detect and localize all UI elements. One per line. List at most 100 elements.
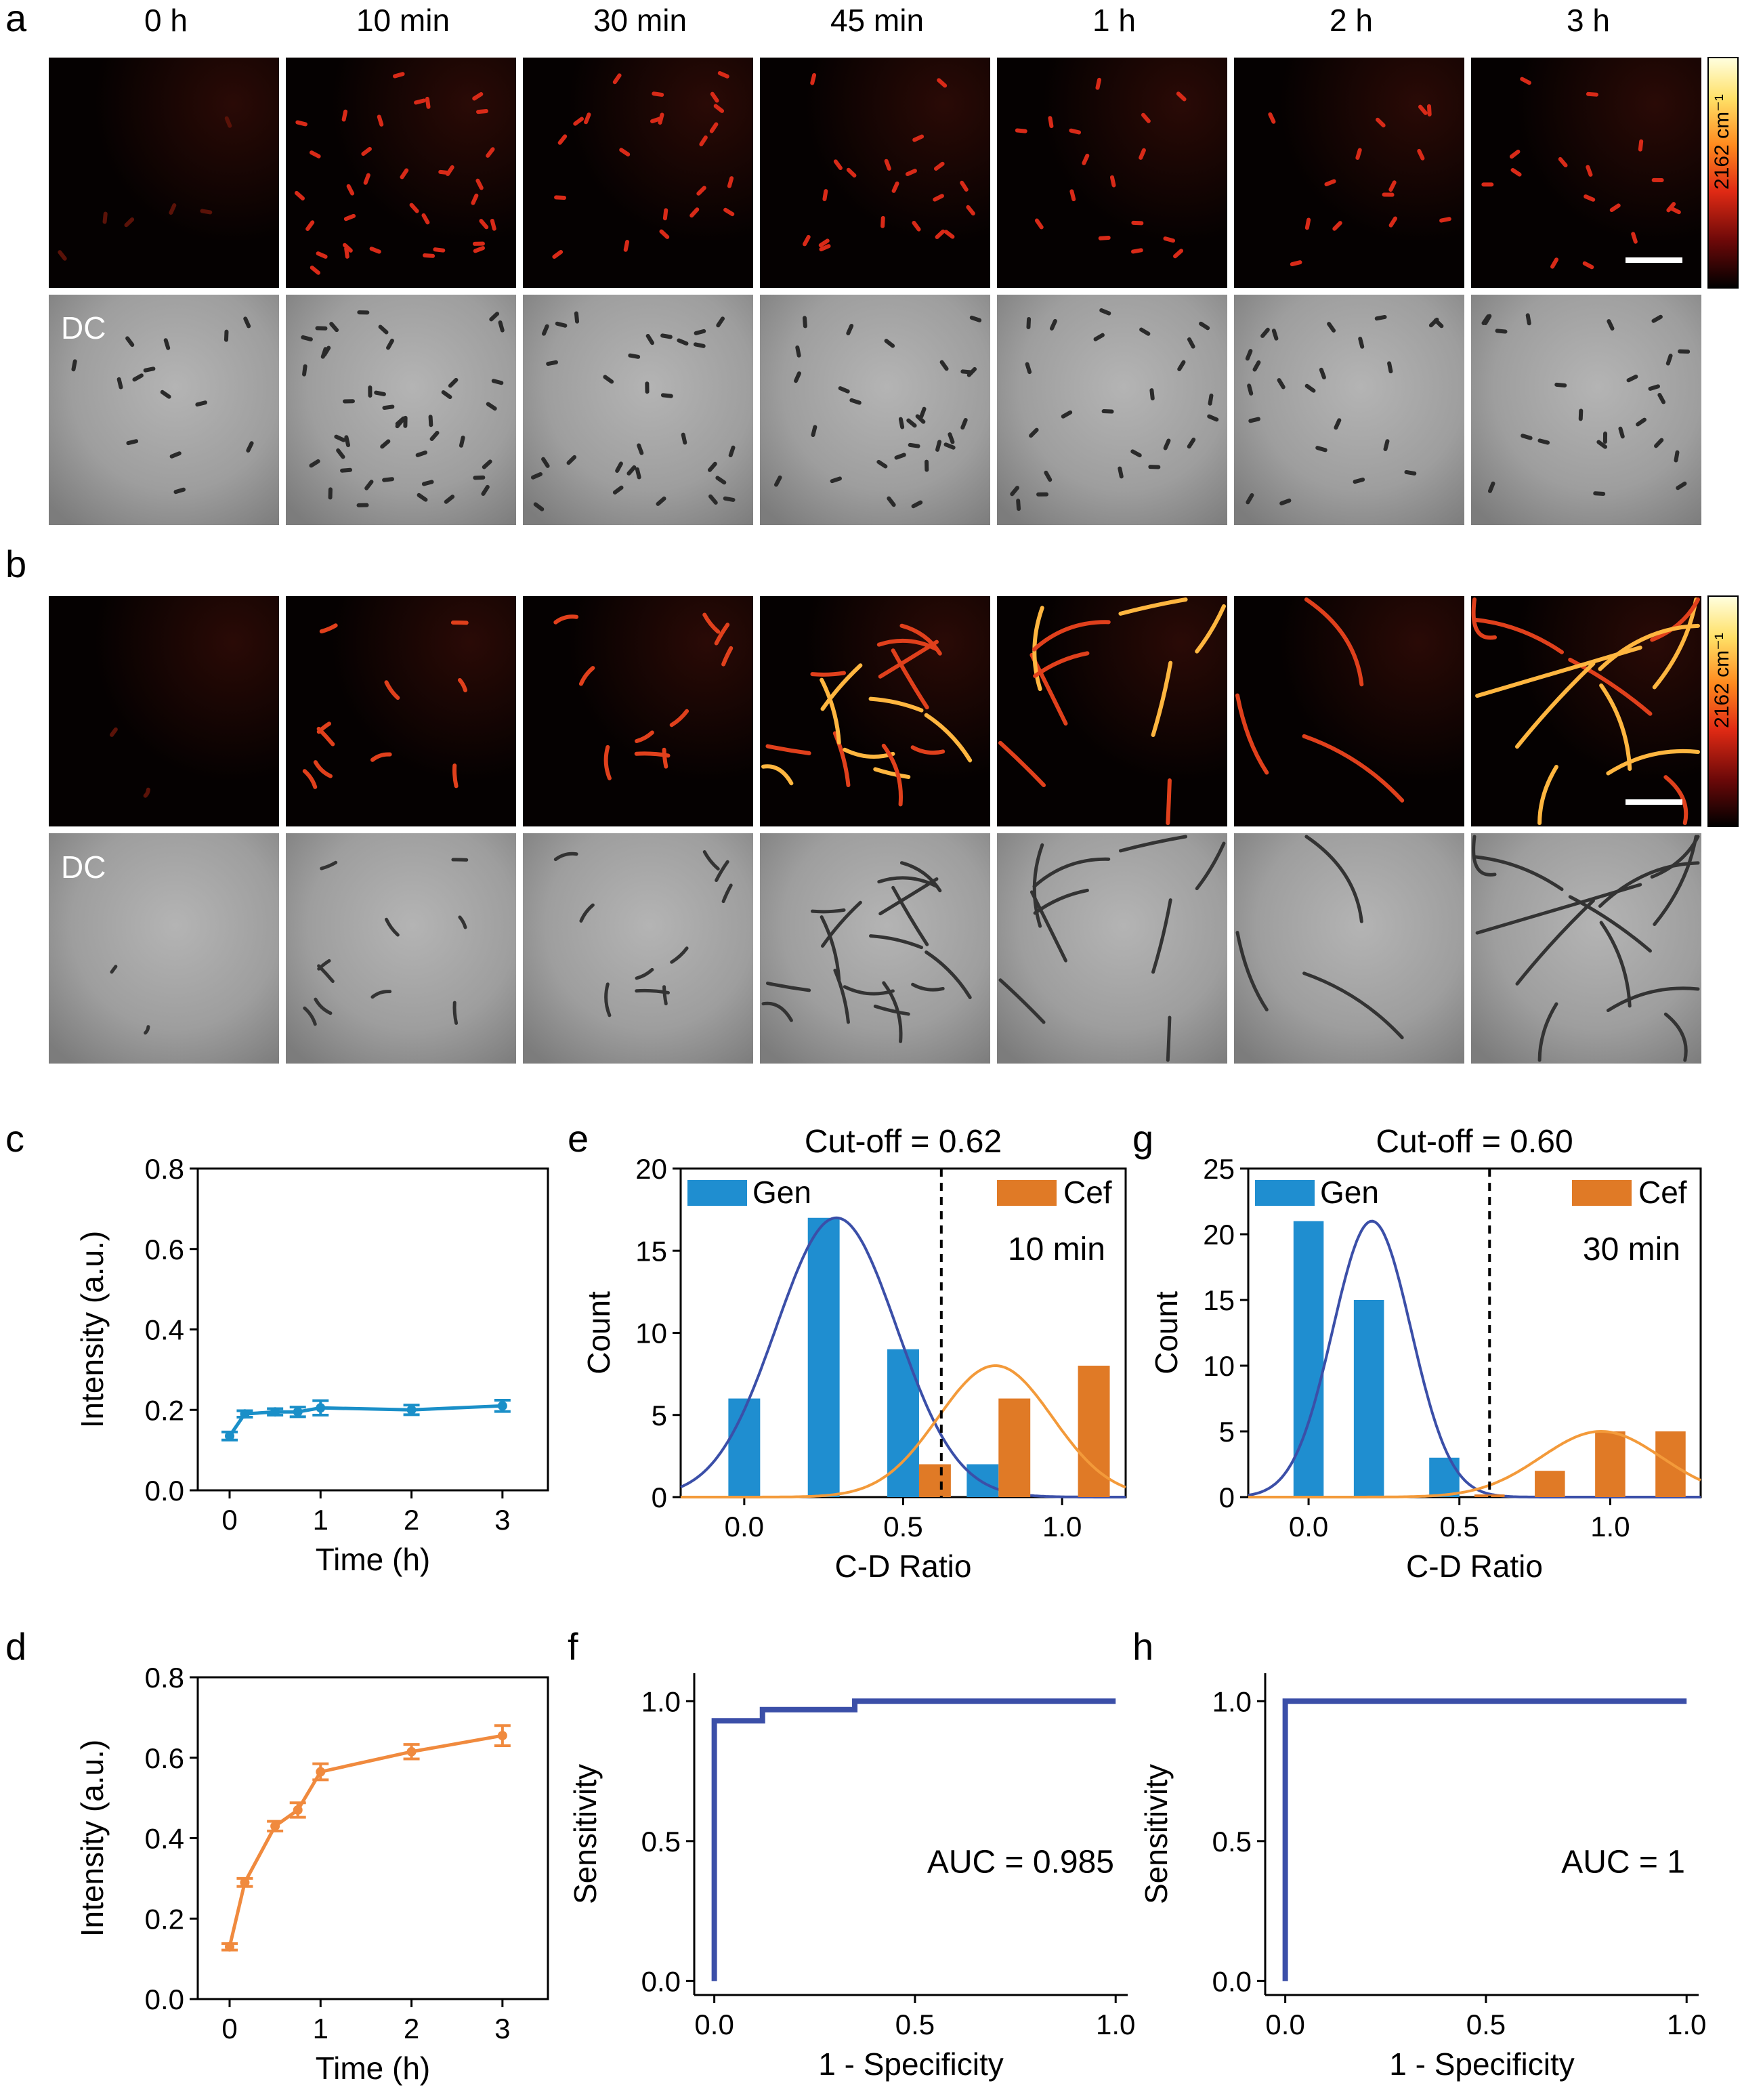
bacterium-mark (1334, 418, 1342, 430)
bacterium-mark (301, 335, 313, 341)
y-tick-label: 10 (1203, 1350, 1235, 1382)
bacterium-mark (1049, 318, 1057, 331)
bacterium-mark (1355, 148, 1362, 160)
chart-e-histogram-10min: 0.0 0.5 1.0 0 5 10 15 20 C-D Ratio Count Cut-off =… (581, 1124, 1127, 1584)
bar (1293, 1221, 1324, 1497)
bacterium-mark (369, 247, 381, 254)
bacterium-mark (472, 91, 484, 101)
bacterium-mark (795, 345, 801, 358)
filament-mark (873, 1005, 910, 1016)
filament-mark (314, 997, 333, 1015)
data-point (240, 1877, 250, 1887)
bacterium-mark (1670, 206, 1681, 215)
legend-swatch (687, 1180, 747, 1206)
filament-mark (370, 990, 392, 999)
srs-image (1234, 596, 1464, 826)
filament-mark (604, 982, 612, 1017)
dc-bacteria (71, 308, 1691, 511)
srs-image (286, 596, 516, 826)
bacterium-mark (1426, 104, 1432, 117)
filament-mark (1032, 620, 1111, 652)
bacterium-mark (374, 390, 386, 396)
chart-d-intensity-cefotaxime: 0 1 2 3 0.0 0.2 0.4 0.6 0.8 Time (h) Intensity (a.… (75, 1662, 549, 2086)
bacterium-mark (472, 241, 485, 246)
bacterium-mark (912, 220, 921, 232)
filament-mark (143, 787, 150, 798)
srs-image (49, 596, 279, 826)
filament-mark (761, 1001, 793, 1022)
bacterium-mark (58, 250, 67, 261)
dc-image (49, 295, 279, 525)
bacterium-mark (626, 465, 637, 476)
bacterium-mark (937, 78, 948, 88)
bacterium-mark (395, 417, 405, 429)
bacterium-mark (1277, 378, 1286, 390)
bacterium-mark (473, 475, 486, 480)
bacterium-mark (635, 467, 641, 480)
x-axis-label: Time (h) (316, 1542, 431, 1577)
bacterium-mark (1521, 434, 1533, 440)
filament-mark (1032, 857, 1111, 889)
x-tick-label: 0.5 (1466, 2009, 1506, 2040)
gaussian-fit (680, 1216, 1126, 1498)
x-tick-label: 1.0 (1590, 1511, 1630, 1542)
bacterium-mark (310, 150, 321, 159)
data-point (225, 1941, 234, 1952)
bacterium-mark (1596, 440, 1608, 449)
bacterium-mark (1271, 329, 1279, 341)
bacterium-mark (546, 360, 558, 366)
filament-mark (1304, 835, 1363, 923)
bacterium-mark (933, 161, 945, 171)
dc-image (49, 833, 279, 1064)
filament-mark (1599, 683, 1632, 771)
bacterium-mark (169, 203, 177, 215)
filament-mark (317, 964, 335, 984)
bacterium-mark (380, 439, 391, 449)
filament-mark (458, 915, 467, 929)
bacterium-mark (530, 471, 543, 480)
bacterium-mark (491, 379, 504, 385)
filament-mark (313, 760, 333, 778)
filament-mark (1650, 597, 1700, 642)
dc-filaments (110, 835, 1700, 1062)
filament-mark (1598, 623, 1700, 671)
bacterium-mark (912, 134, 925, 142)
colorbar-a: 2162 cm⁻¹ (1707, 57, 1739, 289)
filament-mark (1650, 835, 1700, 879)
filament-mark (384, 680, 400, 700)
bacterium-mark (414, 98, 426, 105)
bacterium-mark (309, 459, 320, 468)
bacterium-mark (846, 324, 854, 335)
bacterium-mark (849, 398, 862, 405)
bacterium-mark (1481, 182, 1494, 187)
bacterium-mark (1654, 438, 1664, 448)
filament-mark (670, 946, 689, 964)
bacterium-mark (541, 457, 550, 468)
data-point (240, 1409, 250, 1419)
time-label-row: 0 h 10 min 30 min 45 min 1 h 2 h 3 h (144, 3, 1610, 38)
bacterium-mark (1101, 409, 1114, 414)
bacterium-mark (1015, 128, 1027, 133)
filament-mark (1118, 597, 1188, 616)
time-label: 0 h (144, 3, 188, 38)
bacterium-mark (1618, 426, 1625, 439)
bacterium-mark (143, 366, 156, 373)
roc-curve (711, 1698, 1116, 1981)
bacterium-mark (915, 414, 926, 424)
bacterium-mark (459, 436, 465, 448)
filament-mark (319, 623, 338, 634)
bacterium-mark (1358, 337, 1365, 349)
bacterium-mark (116, 377, 123, 390)
bacterium-mark (708, 494, 718, 505)
bacterium-mark (707, 461, 717, 472)
bacterium-mark (905, 169, 917, 176)
filament-mark (110, 965, 118, 974)
srs-image (760, 596, 990, 826)
filament-mark (721, 883, 733, 904)
bacterium-mark (368, 385, 373, 398)
bacterium-mark (444, 495, 455, 504)
y-tick-label: 0.0 (1212, 1965, 1252, 1997)
y-tick-label: 5 (652, 1400, 667, 1431)
bacterium-mark (1388, 180, 1397, 192)
bacterium-mark (294, 190, 305, 201)
